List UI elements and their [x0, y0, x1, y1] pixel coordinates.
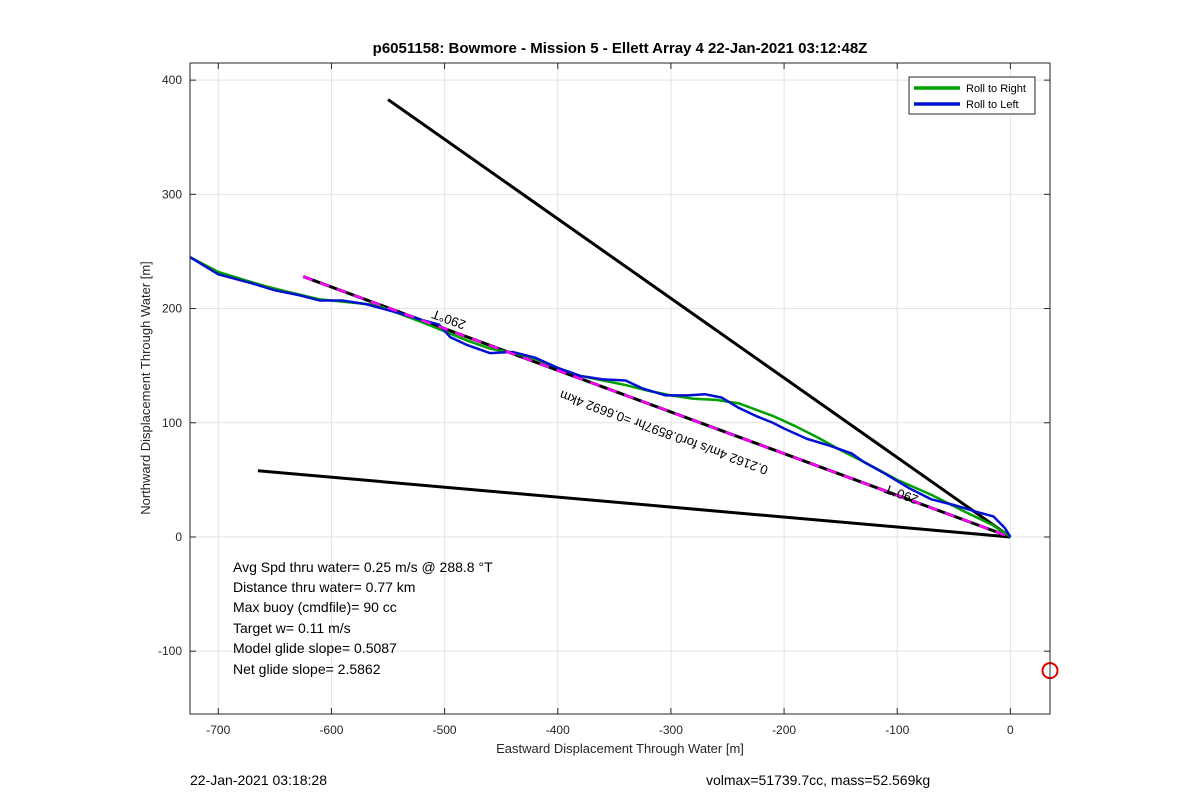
axes-box: [189, 62, 1051, 715]
stats-target-w: Target w= 0.11 m/s: [233, 620, 351, 636]
heading-annotation-3: 290°T: [882, 481, 920, 507]
x-tick-label: -400: [546, 723, 570, 737]
y-tick-label: -100: [158, 644, 182, 658]
y-axis-label: Northward Displacement Through Water [m]: [138, 261, 153, 515]
chart-title: p6051158: Bowmore - Mission 5 - Ellett A…: [373, 40, 868, 57]
grid-lines: [190, 63, 1050, 714]
heading-guide-line-2: [257, 469, 1011, 539]
x-axis-label: Eastward Displacement Through Water [m]: [496, 741, 744, 756]
stats-avg-speed: Avg Spd thru water= 0.25 m/s @ 288.8 °T: [233, 559, 493, 575]
y-tick-label: 200: [162, 302, 182, 316]
legend-box: [908, 76, 1036, 115]
legend: Roll to Right Roll to Left: [908, 76, 1036, 115]
axis-ticks: -700 -600 -500 -400 -300 -200 -100 0 -100 0 100 200…: [158, 63, 1050, 737]
y-tick-label: 300: [162, 187, 182, 201]
legend-label-roll-left: Roll to Left: [966, 99, 1019, 111]
x-tick-label: -300: [659, 723, 683, 737]
x-tick-label: 0: [1007, 723, 1014, 737]
x-tick-label: -100: [885, 723, 909, 737]
legend-label-roll-right: Roll to Right: [966, 83, 1026, 95]
heading-annotation-2: 0.2162 4m/s for0.8597hr =0.6692 4km: [558, 388, 770, 478]
x-tick-label: -700: [206, 723, 230, 737]
x-tick-label: -200: [772, 723, 796, 737]
y-tick-label: 0: [175, 530, 182, 544]
x-tick-label: -500: [433, 723, 457, 737]
overlay-marks: 290°T 0.2162 4m/s for0.8597hr =0.6692 4km…: [302, 275, 1059, 680]
displacement-traces: [189, 256, 1012, 539]
y-tick-label: 100: [162, 416, 182, 430]
heading-guide-line-1: [387, 98, 1012, 539]
x-tick-label: -600: [319, 723, 343, 737]
stats-box: Avg Spd thru water= 0.25 m/s @ 288.8 °T …: [233, 559, 493, 677]
stats-net-glide-slope: Net glide slope= 2.5862: [233, 661, 381, 677]
footer-timestamp: 22-Jan-2021 03:18:28: [190, 772, 327, 788]
stats-max-buoy: Max buoy (cmdfile)= 90 cc: [233, 599, 397, 615]
y-tick-label: 400: [162, 73, 182, 87]
roll-left-trace: [189, 256, 1012, 538]
stats-model-glide-slope: Model glide slope= 0.5087: [233, 640, 397, 656]
stats-distance: Distance thru water= 0.77 km: [233, 579, 415, 595]
footer-vehicle-info: volmax=51739.7cc, mass=52.569kg: [706, 772, 931, 788]
